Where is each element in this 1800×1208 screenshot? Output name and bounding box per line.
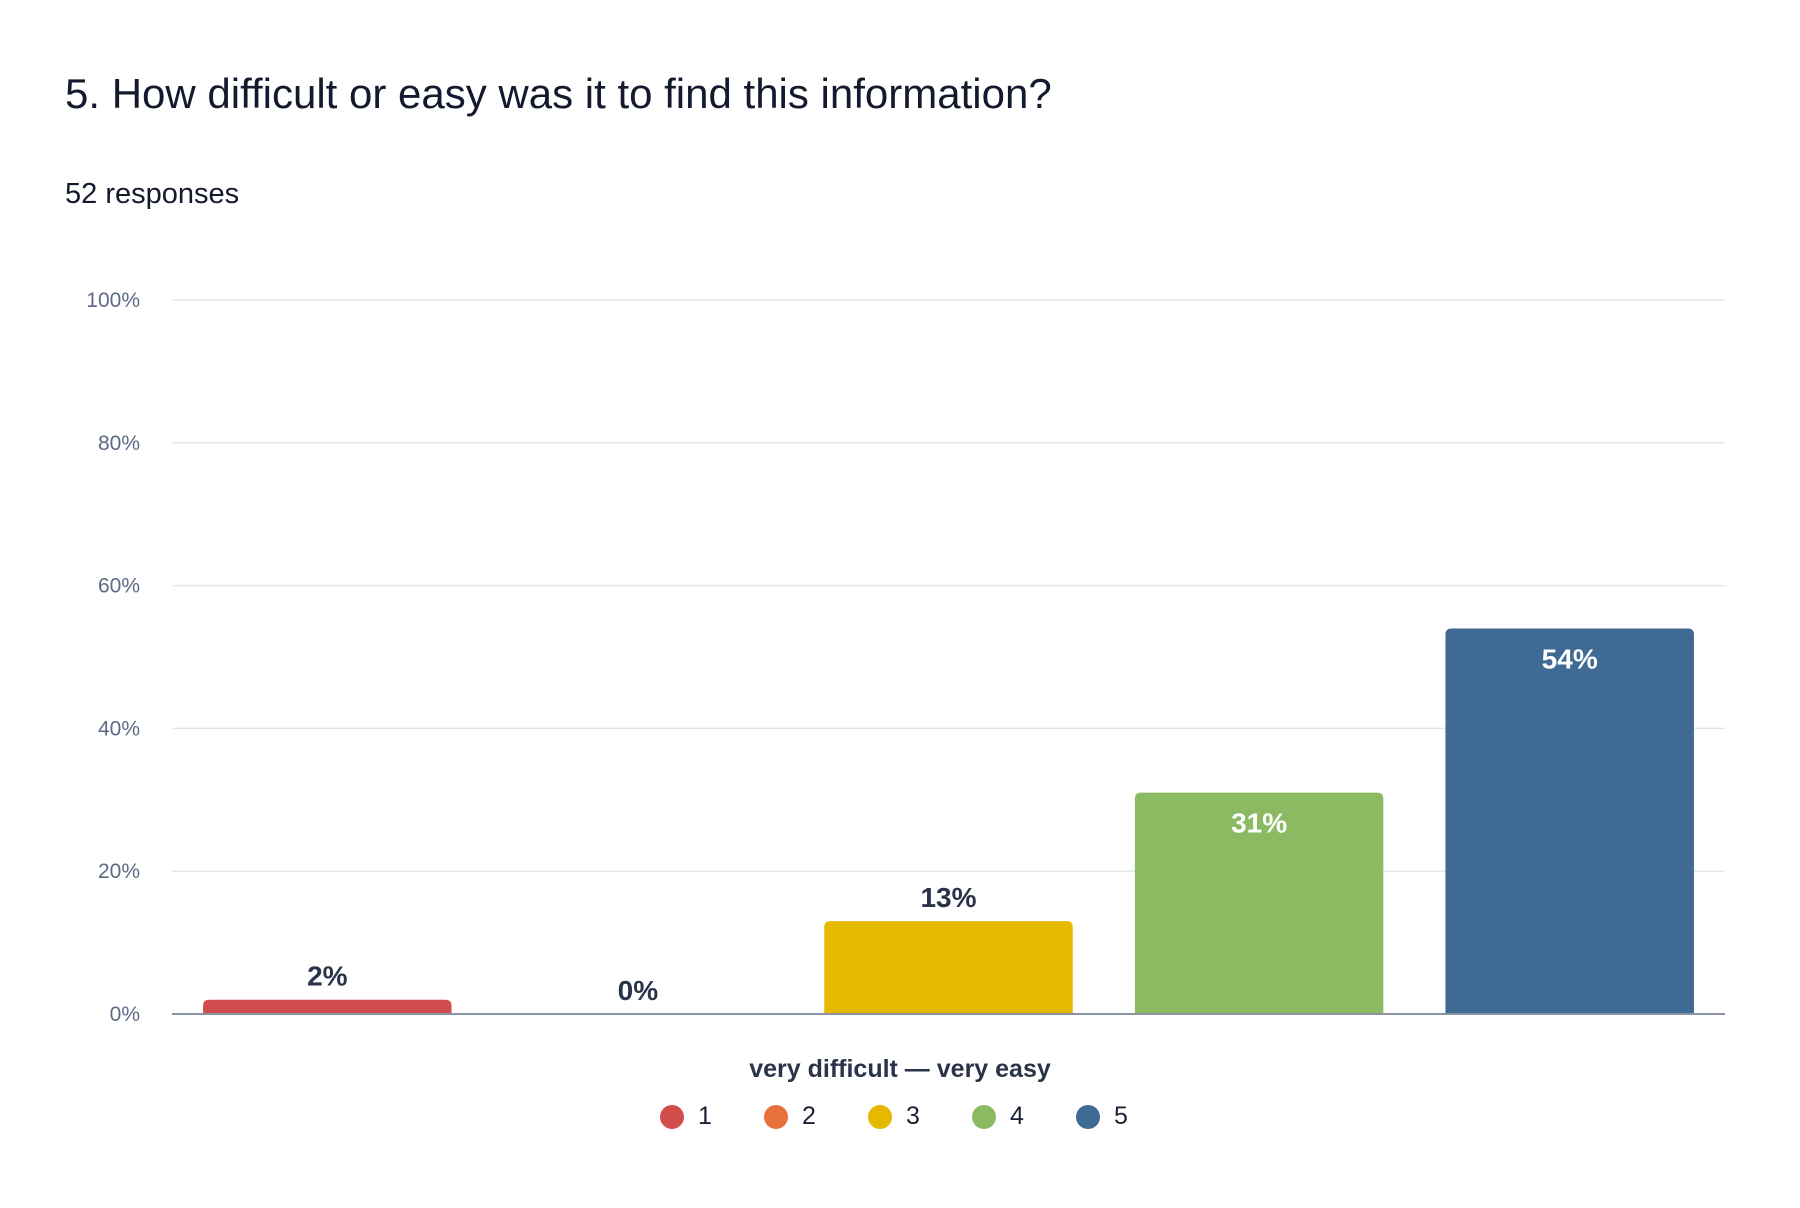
data-label-4: 31% — [1231, 808, 1287, 839]
legend-swatch — [764, 1104, 788, 1129]
data-label-2: 0% — [618, 975, 659, 1006]
bar-1 — [203, 999, 452, 1014]
legend-item-4[interactable]: 4 — [972, 1102, 1036, 1131]
y-tick-label: 100% — [86, 289, 140, 312]
bar-3 — [824, 921, 1073, 1014]
legend-item-5[interactable]: 5 — [1076, 1102, 1140, 1131]
data-label-5: 54% — [1542, 643, 1598, 674]
data-label-3: 13% — [920, 882, 976, 913]
bar-5 — [1445, 628, 1694, 1014]
legend-swatch — [660, 1104, 684, 1129]
data-label-1: 2% — [307, 961, 348, 992]
chart-title: 5. How difficult or easy was it to find … — [65, 70, 1052, 117]
legend-item-3[interactable]: 3 — [868, 1102, 932, 1131]
bar-4 — [1134, 792, 1384, 1014]
y-tick-label: 80% — [98, 432, 140, 455]
legend-item-1[interactable]: 1 — [660, 1102, 724, 1131]
legend-item-2[interactable]: 2 — [764, 1102, 828, 1131]
y-axis-ticks: 0% 20% 40% 60% 80% 100% — [86, 289, 140, 1026]
legend-label: 5 — [1114, 1102, 1128, 1130]
y-tick-label: 60% — [98, 575, 140, 598]
legend-label: 4 — [1010, 1102, 1024, 1130]
bars — [203, 628, 1694, 1014]
legend-label: 2 — [802, 1102, 816, 1130]
response-count: 52 responses — [65, 178, 240, 210]
data-labels: 2% 0% 13% 31% 54% — [307, 643, 1598, 1006]
legend-swatch — [972, 1104, 996, 1129]
legend-label: 1 — [698, 1102, 712, 1130]
x-axis-title: very difficult — very easy — [749, 1055, 1051, 1083]
y-tick-label: 40% — [98, 717, 140, 740]
legend: 1 2 3 4 5 — [0, 1102, 1800, 1131]
legend-label: 3 — [906, 1102, 920, 1130]
y-tick-label: 0% — [110, 1003, 140, 1026]
legend-swatch — [1076, 1104, 1100, 1129]
y-tick-label: 20% — [98, 860, 140, 883]
legend-swatch — [868, 1104, 892, 1129]
